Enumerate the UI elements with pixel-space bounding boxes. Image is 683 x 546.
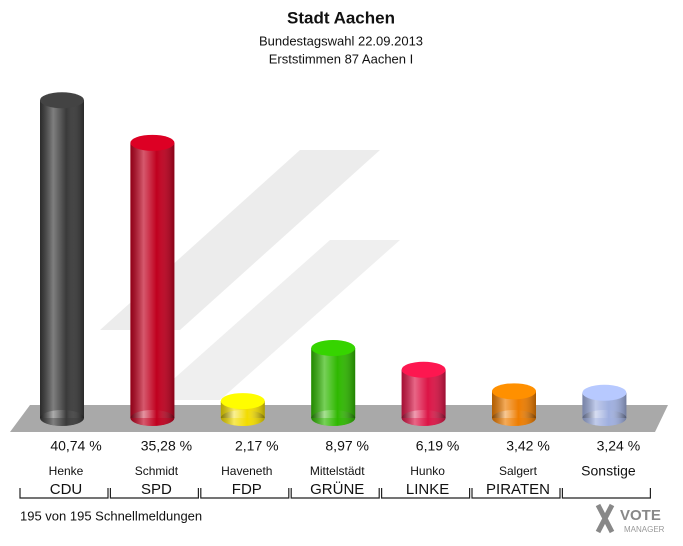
logo-mark <box>595 503 615 534</box>
shadow-stripe <box>150 240 400 400</box>
value-label: 40,74 % <box>50 438 101 454</box>
candidate-label: Haveneth <box>221 464 272 478</box>
candidate-label: Schmidt <box>135 464 179 478</box>
bar-bottom-shine <box>582 410 627 426</box>
party-label: CDU <box>50 481 83 498</box>
bar-bottom-shine <box>492 410 536 426</box>
bar <box>40 92 84 426</box>
footer: 195 von 195 Schnellmeldungen <box>20 508 202 523</box>
bracket <box>381 488 471 499</box>
value-label: 35,28 % <box>141 438 192 454</box>
bar-top <box>582 384 627 401</box>
party-label: PIRATEN <box>486 481 550 498</box>
party-label: FDP <box>232 481 262 498</box>
bar-bottom-shine <box>130 410 175 426</box>
bar <box>220 393 265 426</box>
chart-subtitle: Erststimmen 87 Aachen I <box>269 51 414 66</box>
bar-shine <box>40 100 84 418</box>
bar-top <box>401 361 446 378</box>
party-label: Sonstige <box>581 463 636 479</box>
value-label: 3,42 % <box>506 438 550 454</box>
chart-title: Stadt Aachen <box>287 8 395 27</box>
party-label: GRÜNE <box>310 480 364 498</box>
bar-bottom-shine <box>401 410 446 426</box>
bar <box>401 361 446 426</box>
bracket <box>290 488 380 499</box>
bar-bottom-shine <box>40 410 84 426</box>
candidate-label: Henke <box>49 464 84 478</box>
bar-top <box>130 134 175 151</box>
bracket <box>200 488 290 499</box>
bar-top <box>492 383 536 400</box>
bar <box>130 134 175 426</box>
bar-top <box>311 340 356 357</box>
value-label: 6,19 % <box>416 438 460 454</box>
bar <box>582 384 627 426</box>
party-label: SPD <box>141 481 172 498</box>
party-label: LINKE <box>406 481 449 498</box>
bracket <box>561 488 651 499</box>
bar-shine <box>401 369 446 418</box>
candidate-label: Salgert <box>499 464 538 478</box>
bar-shine <box>130 142 175 419</box>
candidate-label: Hunko <box>410 464 445 478</box>
bracket <box>19 488 109 499</box>
candidate-label: Mittelstädt <box>310 464 365 478</box>
bracket <box>109 488 199 499</box>
logo-text: MANAGER <box>624 525 665 534</box>
bar-top <box>220 393 265 410</box>
bracket <box>471 488 561 499</box>
bar-bottom-shine <box>311 410 356 426</box>
bar-top <box>40 92 84 109</box>
value-label: 8,97 % <box>325 438 369 454</box>
chart-subtitle: Bundestagswahl 22.09.2013 <box>259 33 423 48</box>
logo-text: VOTE <box>620 507 661 524</box>
bar-bottom-shine <box>220 410 265 426</box>
bar <box>492 383 536 426</box>
bar <box>311 340 356 426</box>
bar-shine <box>311 348 356 418</box>
value-label: 3,24 % <box>597 438 641 454</box>
value-label: 2,17 % <box>235 438 279 454</box>
